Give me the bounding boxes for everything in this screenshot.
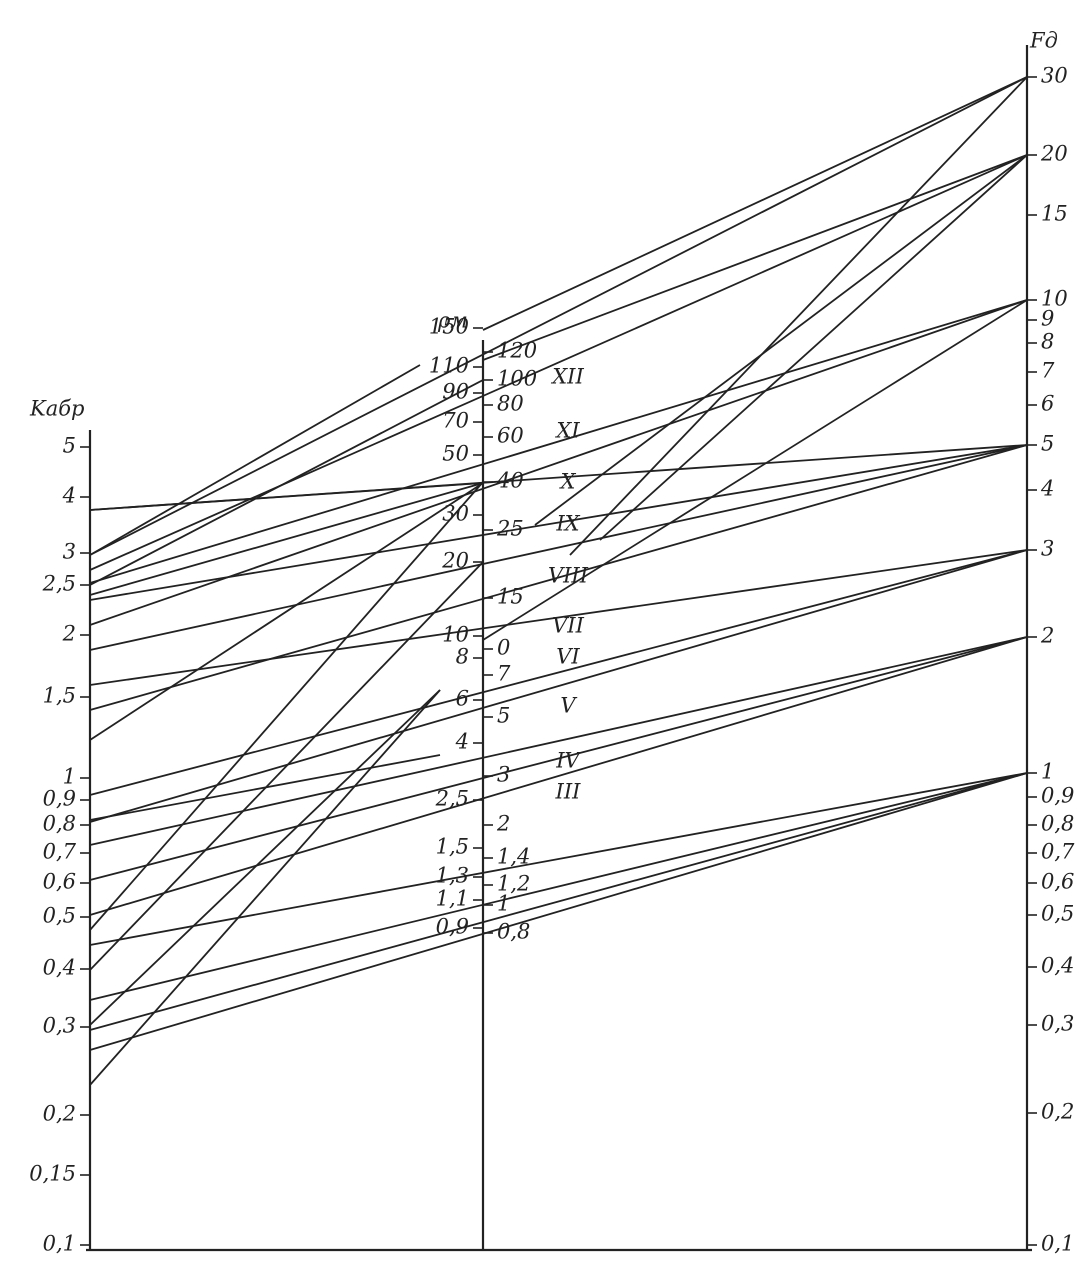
tick-label: 0,6: [43, 870, 76, 894]
tick-label: 5: [1041, 432, 1054, 456]
tick-label: 0,5: [1041, 902, 1074, 926]
tick-label: 10: [442, 623, 469, 647]
tick-label: 0,4: [43, 956, 76, 980]
tick-label: 0,2: [1041, 1100, 1074, 1124]
tick-label: 2: [1040, 624, 1054, 648]
tick-label: 2,5: [435, 787, 469, 811]
tick-label: 15: [1041, 202, 1068, 226]
tick-label: 0,1: [1041, 1232, 1074, 1256]
tick-label: 0,8: [497, 920, 530, 944]
tick-label: 110: [429, 354, 469, 378]
tick-label: 3: [1041, 537, 1054, 561]
tick-label: 0,6: [1041, 870, 1074, 894]
group-label: VI: [556, 645, 580, 669]
tick-label: 0: [497, 636, 510, 660]
tick-label: 4: [1040, 477, 1054, 501]
tick-label: 0,9: [43, 787, 76, 811]
tick-label: 30: [442, 502, 469, 526]
tick-label: 40: [496, 469, 524, 493]
tick-label: 4: [62, 484, 76, 508]
tick-label: 20: [441, 549, 469, 573]
tick-label: 2,5: [42, 572, 76, 596]
tick-label: 150: [429, 315, 469, 339]
middle-axis-title: ρм: [437, 309, 468, 333]
tick-label: 0,7: [1041, 840, 1075, 864]
group-label: V: [560, 694, 577, 718]
tick-label: 1,3: [436, 864, 469, 888]
tick-label: 30: [1041, 64, 1068, 88]
tick-label: 50: [442, 442, 469, 466]
tick-label: 1,5: [436, 835, 469, 859]
tick-label: 120: [497, 339, 537, 363]
tick-label: 25: [496, 517, 524, 541]
tick-label: 7: [497, 662, 511, 686]
right-axis-title: Fд: [1029, 29, 1058, 53]
tick-label: 8: [456, 645, 469, 669]
tick-label: 15: [497, 585, 524, 609]
tick-label: 100: [497, 367, 537, 391]
tick-label: 0,4: [1041, 954, 1074, 978]
tick-label: 0,8: [43, 812, 76, 836]
tick-label: 3: [63, 540, 76, 564]
tick-label: 60: [497, 424, 524, 448]
tick-label: 5: [497, 704, 510, 728]
tick-label: 1,2: [497, 872, 530, 896]
group-label: XII: [550, 365, 584, 389]
tick-label: 5: [63, 434, 76, 458]
tick-label: 10: [1041, 287, 1068, 311]
tick-label: 0,5: [43, 904, 76, 928]
tick-label: 0,9: [436, 915, 469, 939]
tick-label: 0,3: [1041, 1012, 1074, 1036]
tick-label: 0,2: [43, 1102, 76, 1126]
tick-label: 6: [456, 687, 469, 711]
tick-label: 80: [497, 392, 524, 416]
group-label: XI: [554, 419, 580, 443]
group-label: VIII: [548, 564, 589, 588]
group-label: X: [559, 470, 577, 494]
tick-label: 0,3: [43, 1014, 76, 1038]
tick-label: 2: [62, 622, 76, 646]
tick-label: 1,1: [436, 887, 469, 911]
tick-label: 90: [442, 380, 469, 404]
tick-label: 2: [496, 812, 510, 836]
tick-label: 70: [442, 409, 469, 433]
left-axis-title: Kабр: [29, 397, 84, 421]
tick-label: 7: [1041, 359, 1055, 383]
tick-label: 9: [1041, 307, 1054, 331]
group-label: IV: [555, 749, 581, 773]
tick-label: 0,8: [1041, 812, 1074, 836]
tick-label: 0,9: [1041, 784, 1074, 808]
tick-label: 1,5: [43, 684, 76, 708]
tick-label: 4: [455, 730, 469, 754]
group-label: VII: [552, 614, 584, 638]
tick-label: 1: [497, 892, 510, 916]
nomogram-lines: [89, 76, 1028, 1086]
tick-label: 0,1: [43, 1232, 76, 1256]
tick-label: 6: [1041, 392, 1054, 416]
tick-label: 0,15: [29, 1162, 76, 1186]
tick-label: 1: [63, 765, 76, 789]
tick-label: 1,4: [497, 845, 530, 869]
tick-label: 8: [1041, 330, 1054, 354]
tick-label: 1: [1041, 760, 1054, 784]
tick-label: 0,7: [43, 840, 77, 864]
group-label: IX: [555, 512, 580, 536]
group-label: III: [555, 780, 582, 804]
tick-label: 20: [1040, 142, 1068, 166]
tick-label: 3: [497, 763, 510, 787]
